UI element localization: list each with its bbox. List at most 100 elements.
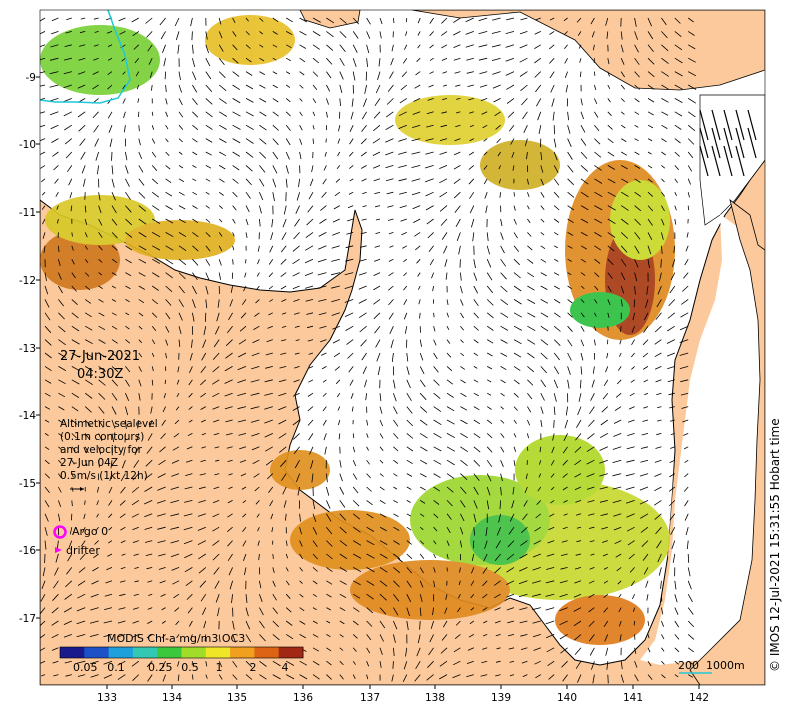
velocity-vector [513, 232, 518, 239]
velocity-vector [674, 98, 683, 103]
velocity-vector [111, 218, 118, 226]
velocity-vector [365, 393, 367, 401]
velocity-vector [686, 540, 689, 550]
velocity-vector [433, 312, 435, 318]
velocity-vector [446, 459, 455, 466]
velocity-vector [446, 379, 454, 385]
velocity-vector [483, 165, 488, 170]
velocity-vector [412, 205, 421, 210]
velocity-vector [132, 540, 139, 543]
velocity-vector [441, 57, 448, 61]
velocity-vector [218, 205, 223, 209]
velocity-vector [361, 218, 367, 221]
colorbar-tick-label: 0.25 [148, 661, 173, 674]
velocity-vector [540, 325, 549, 332]
velocity-vector [71, 446, 76, 452]
velocity-vector [429, 71, 434, 75]
velocity-vector [393, 393, 397, 402]
velocity-vector [554, 285, 560, 290]
velocity-vector [634, 205, 642, 212]
velocity-vector [292, 406, 300, 411]
velocity-vector [446, 553, 449, 559]
velocity-vector [374, 325, 381, 334]
velocity-vector [441, 44, 448, 49]
velocity-vector [65, 674, 72, 677]
velocity-vector [505, 71, 515, 76]
velocity-vector [224, 366, 233, 372]
velocity-vector [366, 486, 372, 492]
velocity-vector [363, 98, 367, 107]
velocity-vector [79, 553, 86, 560]
velocity-vector [406, 352, 409, 362]
velocity-vector [53, 580, 59, 589]
velocity-vector [107, 71, 113, 76]
velocity-vector [373, 124, 381, 132]
velocity-vector [134, 446, 140, 456]
velocity-vector [388, 312, 394, 320]
velocity-vector [682, 419, 689, 423]
velocity-vector [546, 553, 555, 557]
velocity-vector [111, 433, 115, 443]
velocity-vector [654, 486, 662, 492]
velocity-vector [534, 31, 541, 35]
velocity-vector [521, 526, 528, 534]
velocity-vector [460, 486, 467, 494]
colorbar-segment [132, 647, 158, 658]
velocity-vector [192, 165, 197, 169]
velocity-vector [198, 500, 206, 503]
velocity-vector [419, 513, 425, 517]
velocity-vector [44, 446, 50, 450]
velocity-vector [162, 406, 166, 413]
velocity-vector [120, 540, 126, 544]
x-tick-label: 136 [293, 692, 313, 704]
velocity-vector [307, 419, 314, 426]
velocity-vector [590, 553, 595, 556]
velocity-vector [295, 339, 300, 341]
velocity-vector [285, 151, 290, 160]
velocity-vector [386, 98, 394, 105]
velocity-vector [466, 71, 474, 74]
velocity-vector [533, 540, 541, 545]
velocity-vector [352, 513, 361, 520]
velocity-vector [272, 607, 279, 614]
velocity-vector [238, 352, 247, 358]
velocity-vector [138, 191, 146, 199]
velocity-vector [591, 31, 595, 38]
velocity-vector [618, 607, 622, 613]
velocity-vector [151, 366, 154, 372]
velocity-vector [519, 31, 528, 35]
velocity-vector [374, 191, 381, 195]
y-tick-label: -17 [19, 613, 36, 625]
velocity-vector [535, 84, 542, 93]
velocity-vector [339, 660, 344, 666]
velocity-vector [40, 57, 46, 61]
velocity-vector [393, 553, 401, 559]
velocity-vector [656, 299, 662, 308]
velocity-vector [481, 111, 488, 115]
velocity-vector [299, 57, 306, 63]
velocity-vector [456, 232, 461, 241]
velocity-vector [419, 553, 425, 559]
velocity-vector [63, 98, 72, 103]
velocity-vector [687, 192, 690, 198]
velocity-vector [580, 379, 582, 389]
velocity-vector [373, 272, 381, 276]
velocity-vector [40, 165, 46, 169]
velocity-legend-arrow-icon [70, 487, 84, 491]
velocity-vector [480, 98, 488, 102]
velocity-vector [203, 620, 207, 629]
velocity-vector [144, 500, 153, 505]
velocity-vector [255, 299, 260, 304]
velocity-vector [574, 446, 582, 453]
velocity-vector [71, 285, 77, 292]
velocity-vector [339, 500, 346, 508]
velocity-vector [352, 647, 357, 652]
velocity-vector [125, 272, 132, 277]
velocity-vector [278, 433, 287, 439]
velocity-vector [366, 607, 374, 614]
velocity-vector [661, 44, 669, 52]
velocity-vector [58, 259, 61, 267]
velocity-vector [440, 647, 448, 654]
velocity-vector [586, 459, 595, 465]
velocity-vector [487, 352, 493, 357]
